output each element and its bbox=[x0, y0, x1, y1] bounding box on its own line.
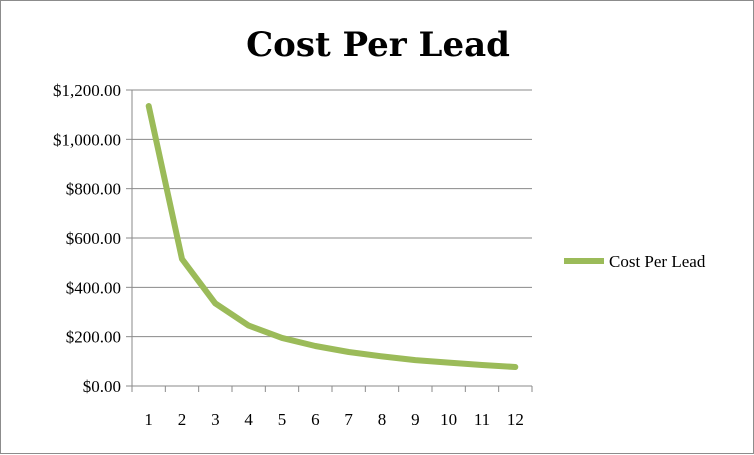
x-tick-label: 9 bbox=[411, 410, 420, 429]
y-tick-label: $800.00 bbox=[66, 180, 121, 199]
axes bbox=[126, 89, 533, 392]
y-tick-labels: $0.00 $200.00 $400.00 $600.00 $800.00 $1,000.… bbox=[53, 81, 121, 396]
x-tick-label: 5 bbox=[278, 410, 287, 429]
x-tick-labels: 1 2 3 4 5 6 7 8 9 10 11 12 bbox=[144, 410, 523, 429]
x-tick-label: 2 bbox=[178, 410, 187, 429]
y-tick-label: $1,000.00 bbox=[53, 130, 121, 149]
y-tick-label: $200.00 bbox=[66, 328, 121, 347]
y-tick-label: $600.00 bbox=[66, 229, 121, 248]
x-tick-label: 7 bbox=[344, 410, 353, 429]
legend-label: Cost Per Lead bbox=[609, 252, 706, 271]
legend: Cost Per Lead bbox=[564, 252, 706, 271]
series-line bbox=[145, 103, 519, 370]
x-tick-label: 8 bbox=[378, 410, 387, 429]
x-tick-label: 10 bbox=[440, 410, 457, 429]
x-tick-label: 3 bbox=[211, 410, 220, 429]
y-tick-label: $1,200.00 bbox=[53, 81, 121, 100]
y-tick-label: $0.00 bbox=[83, 377, 121, 396]
x-tick-label: 1 bbox=[144, 410, 153, 429]
y-tick-label: $400.00 bbox=[66, 278, 121, 297]
x-tick-label: 4 bbox=[244, 410, 253, 429]
gridlines bbox=[132, 89, 532, 338]
x-tick-label: 11 bbox=[474, 410, 490, 429]
x-tick-label: 6 bbox=[311, 410, 320, 429]
chart-title: Cost Per Lead bbox=[246, 25, 510, 65]
x-tick-label: 12 bbox=[507, 410, 524, 429]
series-lines bbox=[145, 103, 519, 370]
